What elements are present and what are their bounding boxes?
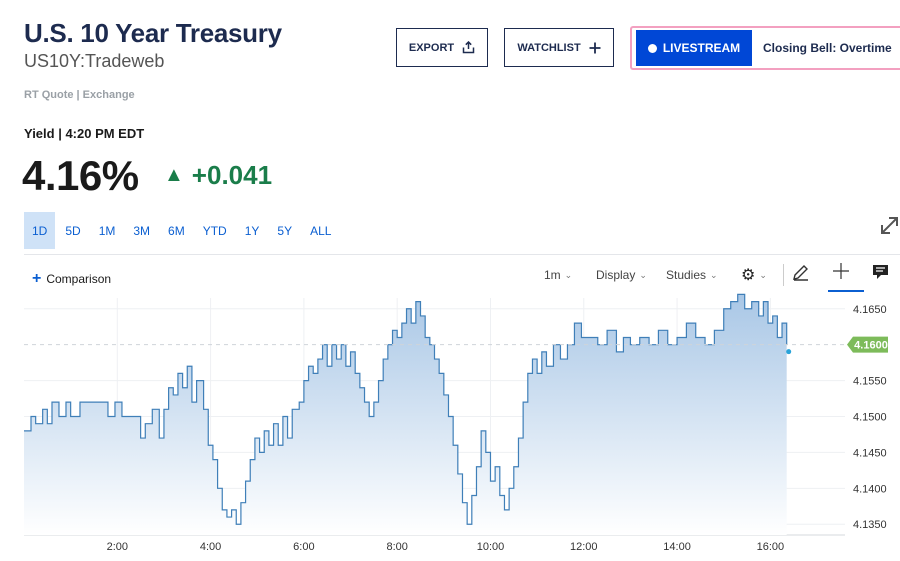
plus-icon: + — [32, 270, 42, 287]
range-all[interactable]: ALL — [310, 223, 332, 238]
price-change: ▲ +0.041 — [164, 160, 272, 191]
display-dropdown[interactable]: Display ⌄ — [596, 268, 647, 282]
y-tick-label: 4.1650 — [853, 304, 887, 316]
yield-timestamp: Yield | 4:20 PM EDT — [24, 126, 145, 141]
x-tick-label: 12:00 — [570, 541, 598, 553]
crosshair-tool-button[interactable] — [832, 262, 850, 280]
studies-dropdown[interactable]: Studies ⌄ — [666, 268, 718, 282]
range-ytd[interactable]: YTD — [202, 223, 227, 238]
chevron-down-icon: ⌄ — [564, 269, 573, 280]
comparison-label: Comparison — [46, 272, 112, 286]
display-label: Display — [596, 268, 636, 282]
chevron-down-icon: ⌄ — [759, 269, 767, 280]
symbol-subtitle: US10Y:Tradeweb — [24, 51, 165, 71]
y-tick-label: 4.1450 — [853, 447, 887, 459]
toolbar-divider — [24, 254, 900, 255]
chevron-down-icon: ⌄ — [710, 269, 718, 280]
up-arrow-icon: ▲ — [164, 164, 184, 186]
settings-dropdown[interactable]: ⚙ ⌄ — [741, 265, 767, 285]
range-6m[interactable]: 6M — [168, 223, 185, 238]
price-tag-label: 4.1600 — [854, 340, 888, 352]
export-button[interactable]: EXPORT — [396, 28, 488, 67]
crosshair-active-indicator — [828, 290, 864, 292]
x-tick-label: 2:00 — [107, 541, 128, 553]
x-tick-label: 8:00 — [386, 541, 407, 553]
gear-icon: ⚙ — [741, 267, 756, 284]
export-label: EXPORT — [408, 41, 455, 54]
range-1m[interactable]: 1M — [98, 223, 116, 238]
livestream-label: LIVESTREAM — [662, 41, 741, 55]
chevron-down-icon: ⌄ — [639, 269, 647, 280]
x-tick-label: 16:00 — [757, 541, 785, 553]
comparison-button[interactable]: + Comparison — [32, 270, 111, 288]
x-tick-label: 6:00 — [293, 541, 314, 553]
y-axis: 4.1650 4.1550 4.1500 4.1450 4.1400 4.1350 — [853, 304, 887, 531]
y-tick-label: 4.1550 — [853, 376, 887, 388]
current-price-tag: 4.1600 — [847, 336, 888, 353]
x-tick-label: 14:00 — [663, 541, 691, 553]
range-5d[interactable]: 5D — [65, 223, 81, 238]
y-tick-label: 4.1350 — [853, 519, 887, 531]
interval-label: 1m — [544, 268, 561, 282]
x-axis: 2:00 4:00 6:00 8:00 10:00 12:00 14:00 16:00 — [107, 541, 785, 553]
price-change-value: +0.041 — [191, 160, 273, 190]
yield-line — [24, 293, 788, 525]
pencil-icon — [793, 265, 808, 281]
range-1d[interactable]: 1D — [24, 212, 56, 249]
toolbar-separator — [783, 264, 784, 286]
yield-area — [24, 294, 787, 535]
last-price-dot — [786, 349, 792, 355]
page-title: U.S. 10 Year Treasury — [24, 18, 282, 48]
range-5y[interactable]: 5Y — [277, 223, 293, 238]
comment-tool-button[interactable] — [872, 264, 889, 280]
crosshair-icon — [833, 263, 849, 279]
expand-icon[interactable] — [879, 213, 900, 236]
x-tick-label: 10:00 — [477, 541, 505, 553]
watchlist-button[interactable]: WATCHLIST — [504, 28, 614, 67]
comment-icon — [873, 265, 888, 279]
plus-icon — [589, 42, 601, 53]
x-tick-label: 4:00 — [200, 541, 221, 553]
last-price: 4.16% — [22, 152, 139, 199]
y-tick-label: 4.1500 — [853, 412, 887, 424]
rt-quote-label: RT Quote | Exchange — [24, 89, 135, 101]
livestream-banner[interactable]: LIVESTREAM Closing Bell: Overtime — [630, 26, 900, 70]
interval-dropdown[interactable]: 1m ⌄ — [544, 268, 572, 282]
watchlist-label: WATCHLIST — [517, 41, 581, 54]
price-tag-background — [847, 336, 888, 353]
studies-label: Studies — [666, 268, 707, 282]
share-icon — [462, 41, 475, 54]
yield-chart[interactable]: 4.1650 4.1550 4.1500 4.1450 4.1400 4.1350 2:0… — [0, 290, 900, 561]
range-1y[interactable]: 1Y — [244, 223, 260, 238]
y-tick-label: 4.1400 — [853, 483, 887, 495]
livestream-show-title[interactable]: Closing Bell: Overtime — [763, 41, 892, 55]
draw-tool-button[interactable] — [792, 263, 810, 281]
live-dot-icon — [647, 43, 657, 53]
range-3m[interactable]: 3M — [133, 223, 151, 238]
livestream-button[interactable]: LIVESTREAM — [636, 30, 752, 66]
time-range-selector: 1D 5D 1M 3M 6M YTD 1Y 5Y ALL — [24, 212, 339, 249]
